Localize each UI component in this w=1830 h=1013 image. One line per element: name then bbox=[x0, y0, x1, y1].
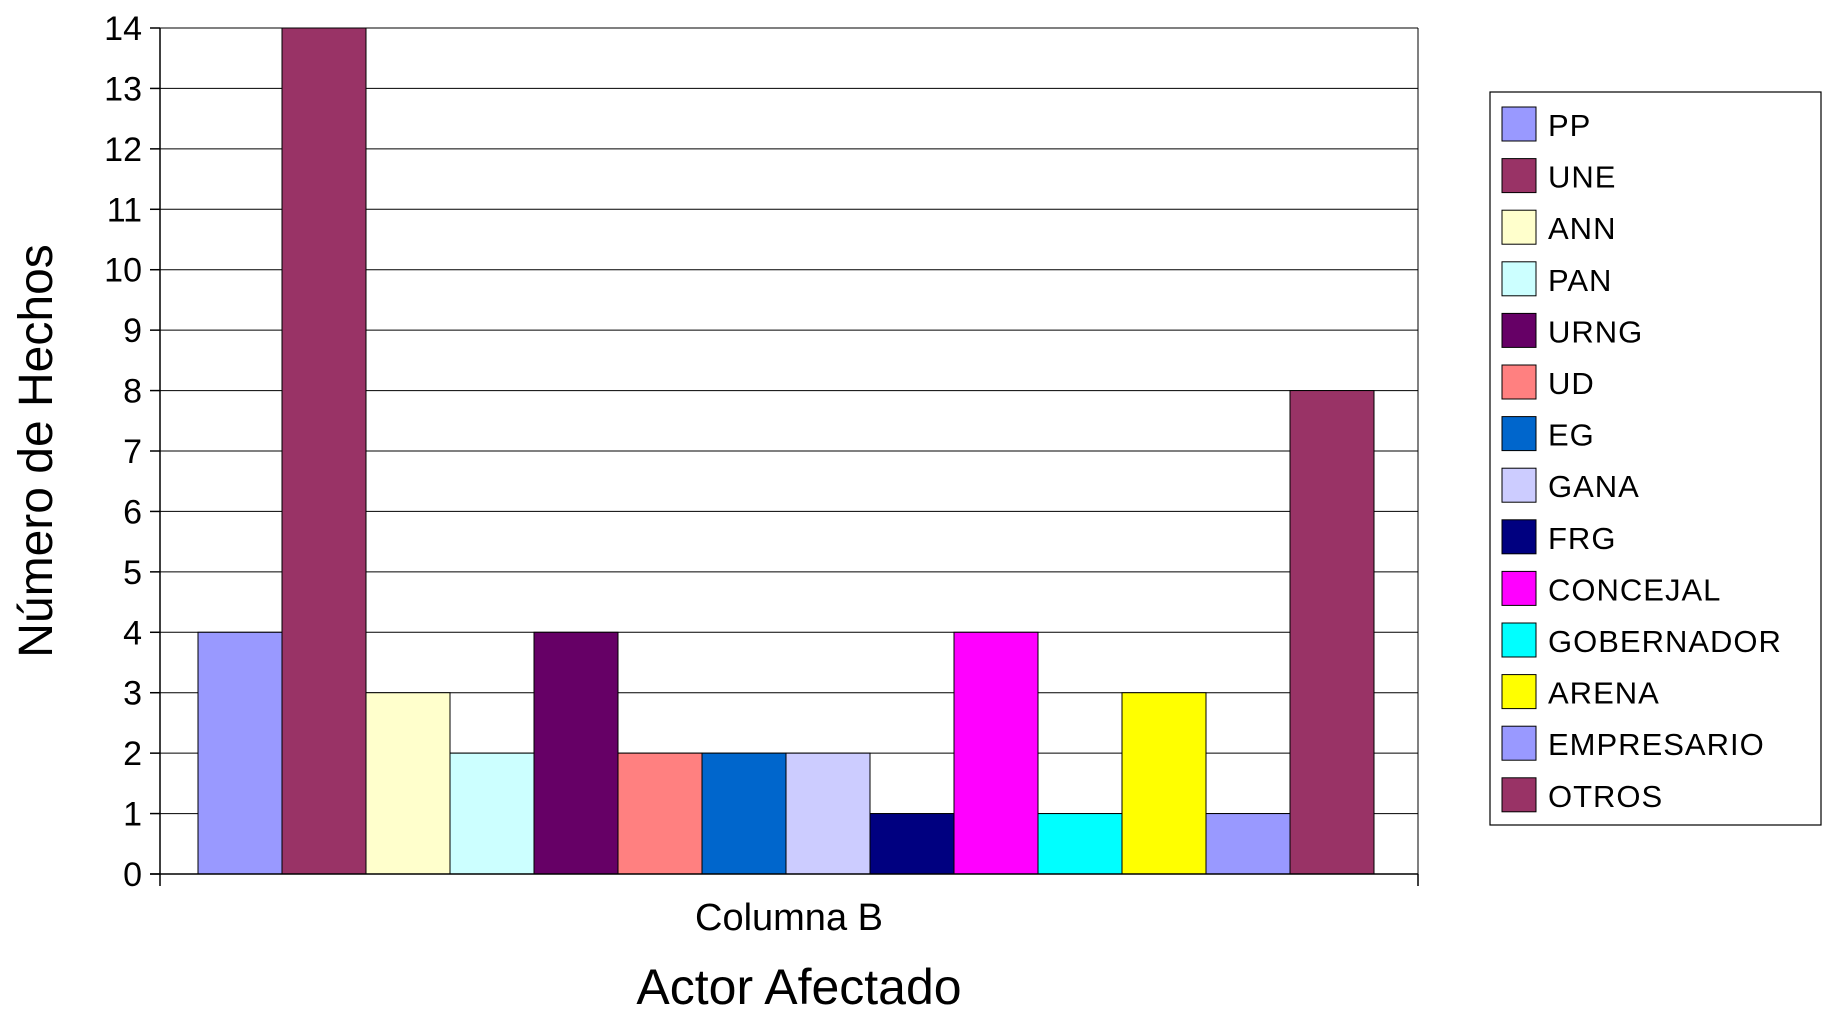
bar-pp bbox=[197, 631, 283, 875]
legend-swatch-une bbox=[1501, 158, 1537, 194]
legend-label-concejal: CONCEJAL bbox=[1548, 572, 1721, 607]
bar-empresario bbox=[1205, 813, 1291, 875]
legend-swatch-otros bbox=[1501, 777, 1537, 813]
bar-gobernador bbox=[1037, 813, 1123, 875]
legend-label-eg: EG bbox=[1548, 418, 1595, 453]
bar-otros bbox=[1289, 390, 1375, 875]
bar-arena bbox=[1121, 692, 1207, 875]
y-tick-label: 12 bbox=[104, 131, 142, 169]
x-category-label: Columna B bbox=[695, 897, 883, 939]
legend: PP UNE ANN PAN URNG UD EG GANA FRG CONCEJAL GOBERN… bbox=[1489, 91, 1822, 826]
legend-swatch-ud bbox=[1501, 364, 1537, 400]
y-tick-label: 7 bbox=[123, 433, 142, 471]
legend-swatch-arena bbox=[1501, 674, 1537, 710]
legend-label-pan: PAN bbox=[1548, 263, 1612, 298]
y-tick-label: 1 bbox=[123, 796, 142, 834]
legend-label-gana: GANA bbox=[1548, 469, 1640, 504]
y-tick-label: 9 bbox=[123, 312, 142, 350]
y-tick-label: 3 bbox=[123, 675, 142, 713]
legend-label-empresario: EMPRESARIO bbox=[1548, 727, 1765, 762]
legend-label-pp: PP bbox=[1548, 108, 1591, 143]
legend-label-otros: OTROS bbox=[1548, 779, 1663, 814]
x-axis-title: Actor Afectado bbox=[636, 959, 961, 1013]
gridlines bbox=[160, 27, 1419, 874]
legend-swatch-gobernador bbox=[1501, 622, 1537, 658]
bars bbox=[197, 27, 1375, 875]
legend-swatch-concejal bbox=[1501, 570, 1537, 606]
bar-ann bbox=[365, 692, 451, 875]
y-tick-label: 11 bbox=[107, 191, 142, 229]
bar-gana bbox=[785, 752, 871, 875]
legend-label-gobernador: GOBERNADOR bbox=[1548, 624, 1782, 659]
bar-pan bbox=[449, 752, 535, 875]
legend-swatch-empresario bbox=[1501, 725, 1537, 761]
legend-swatch-urng bbox=[1501, 312, 1537, 348]
legend-label-arena: ARENA bbox=[1548, 676, 1660, 711]
legend-swatch-eg bbox=[1501, 416, 1537, 452]
legend-label-frg: FRG bbox=[1548, 521, 1616, 556]
y-tick-label: 0 bbox=[123, 856, 142, 894]
y-tick-label: 2 bbox=[123, 735, 142, 773]
y-tick-label: 10 bbox=[104, 252, 142, 290]
bar-une bbox=[281, 27, 367, 875]
legend-swatch-frg bbox=[1501, 519, 1537, 555]
legend-swatch-pp bbox=[1501, 106, 1537, 142]
bar-urng bbox=[533, 631, 619, 875]
axes bbox=[150, 28, 1419, 886]
bar-concejal bbox=[953, 631, 1039, 875]
bar-ud bbox=[617, 752, 703, 875]
y-tick-label: 14 bbox=[104, 10, 142, 48]
legend-box bbox=[1489, 91, 1822, 826]
bar-eg bbox=[701, 752, 787, 875]
y-axis-title: Número de Hechos bbox=[10, 244, 63, 658]
legend-swatch-gana bbox=[1501, 467, 1537, 503]
legend-label-ud: UD bbox=[1548, 366, 1595, 401]
y-tick-label: 5 bbox=[123, 554, 142, 592]
y-tick-label: 4 bbox=[123, 614, 142, 652]
legend-swatch-ann bbox=[1501, 209, 1537, 245]
legend-swatch-pan bbox=[1501, 261, 1537, 297]
y-tick-label: 8 bbox=[123, 373, 142, 411]
y-tick-label: 13 bbox=[104, 70, 142, 108]
legend-label-ann: ANN bbox=[1548, 211, 1616, 246]
y-tick-label: 6 bbox=[123, 493, 142, 531]
legend-label-une: UNE bbox=[1548, 160, 1616, 195]
legend-label-urng: URNG bbox=[1548, 314, 1643, 349]
bar-frg bbox=[869, 813, 955, 875]
